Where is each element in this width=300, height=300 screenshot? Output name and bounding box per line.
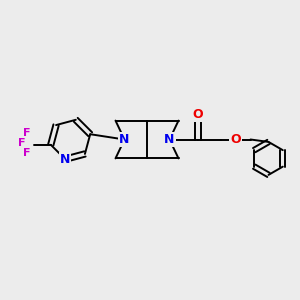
- Text: O: O: [230, 133, 241, 146]
- Text: F: F: [23, 128, 31, 138]
- Text: N: N: [60, 153, 70, 166]
- Text: F: F: [23, 148, 31, 158]
- Text: N: N: [119, 133, 130, 146]
- Text: F: F: [18, 138, 26, 148]
- Text: N: N: [164, 133, 175, 146]
- Text: O: O: [193, 107, 203, 121]
